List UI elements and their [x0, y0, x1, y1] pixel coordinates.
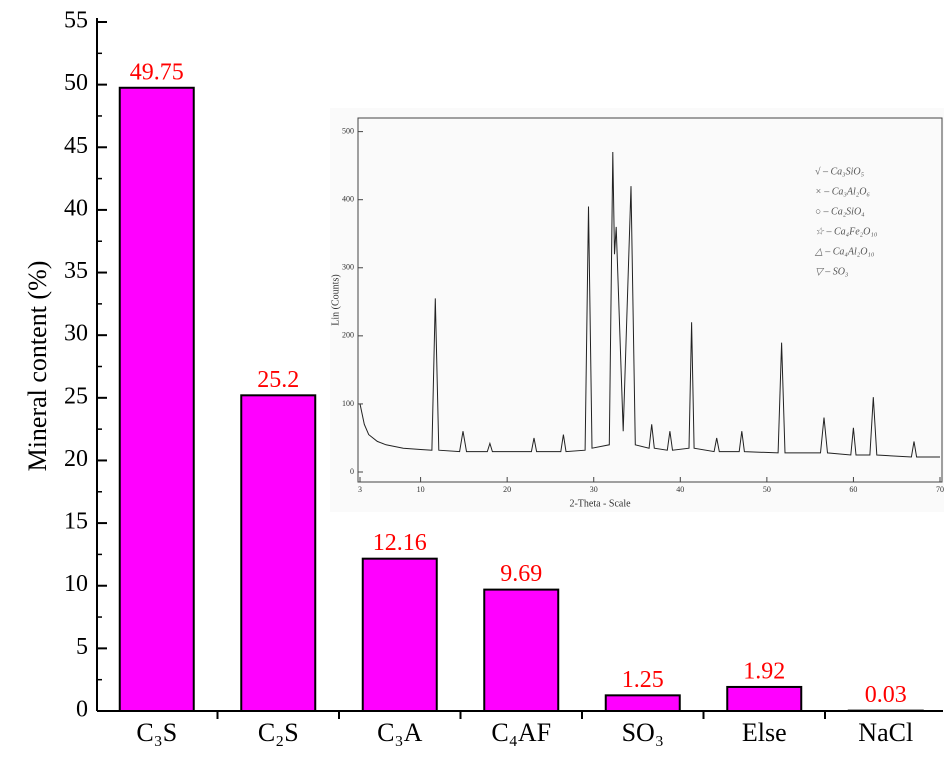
inset-legend-entry: △ – Ca₄Al₂O₁₀	[814, 246, 875, 257]
inset-x-tick-label: 10	[417, 485, 425, 494]
x-tick-label: C₂S	[258, 718, 299, 747]
value-label: 1.25	[622, 667, 664, 693]
y-tick-label: 25	[64, 383, 88, 409]
inset-y-tick-label: 300	[342, 263, 354, 272]
value-label: 25.2	[257, 367, 299, 393]
inset-x-tick-label: 40	[676, 485, 684, 494]
inset-y-tick-label: 500	[342, 126, 354, 135]
inset-y-tick-label: 100	[342, 399, 354, 408]
value-label: 0.03	[865, 682, 907, 708]
y-tick-label: 0	[76, 697, 88, 723]
bar	[483, 588, 560, 712]
x-tick-label: C₃A	[377, 718, 422, 747]
inset-x-tick-label: 30	[590, 485, 598, 494]
bar	[240, 394, 317, 712]
bar	[726, 685, 803, 712]
y-tick-label: 50	[64, 70, 88, 96]
y-tick-label: 35	[64, 258, 88, 284]
value-label: 12.16	[373, 530, 427, 556]
inset-legend-entry: ☆ – Ca₄Fe₂O₁₀	[815, 226, 878, 237]
value-label: 1.92	[743, 658, 785, 684]
inset-y-tick-label: 0	[350, 467, 354, 476]
y-tick-label: 30	[64, 321, 88, 347]
inset-legend-entry: × – Ca₃Al₂O₆	[815, 186, 870, 197]
x-tick-label: C₃S	[136, 718, 177, 747]
bar	[118, 86, 195, 712]
y-tick-label: 10	[64, 571, 88, 597]
y-tick-label: 45	[64, 133, 88, 159]
value-label: 49.75	[130, 59, 184, 85]
y-tick-label: 20	[64, 446, 88, 472]
inset-x-axis-label: 2-Theta - Scale	[569, 498, 631, 509]
bar	[361, 557, 438, 712]
inset-frame	[357, 117, 943, 483]
y-tick-label: 5	[76, 634, 88, 660]
inset-legend-entry: ○ – Ca₂SiO₄	[815, 206, 865, 217]
x-tick-label: Else	[742, 718, 787, 747]
inset-y-tick-label: 400	[342, 195, 354, 204]
bar	[604, 694, 681, 712]
value-label: 9.69	[500, 561, 542, 587]
y-tick-label: 55	[64, 8, 88, 34]
x-tick-label: NaCl	[858, 718, 913, 747]
xrd-pattern	[359, 151, 940, 458]
y-tick-label: 40	[64, 195, 88, 221]
y-tick-label: 15	[64, 509, 88, 535]
inset-y-axis-label: Lin (Counts)	[330, 274, 341, 325]
inset-legend-entry: √ – Ca₃SiO₅	[815, 166, 865, 177]
y-axis-label: Mineral content (%)	[23, 261, 52, 472]
inset-x-tick-label: 3	[358, 485, 362, 494]
inset-x-tick-label: 60	[849, 485, 857, 494]
x-tick-label: SO₃	[622, 718, 664, 747]
inset-y-tick-label: 200	[342, 331, 354, 340]
inset-legend-entry: ▽ – SO₃	[815, 266, 849, 277]
inset-x-tick-label: 20	[503, 485, 511, 494]
x-tick-label: C₄AF	[491, 718, 551, 747]
inset-x-tick-label: 70	[936, 485, 944, 494]
inset-x-tick-label: 50	[763, 485, 771, 494]
